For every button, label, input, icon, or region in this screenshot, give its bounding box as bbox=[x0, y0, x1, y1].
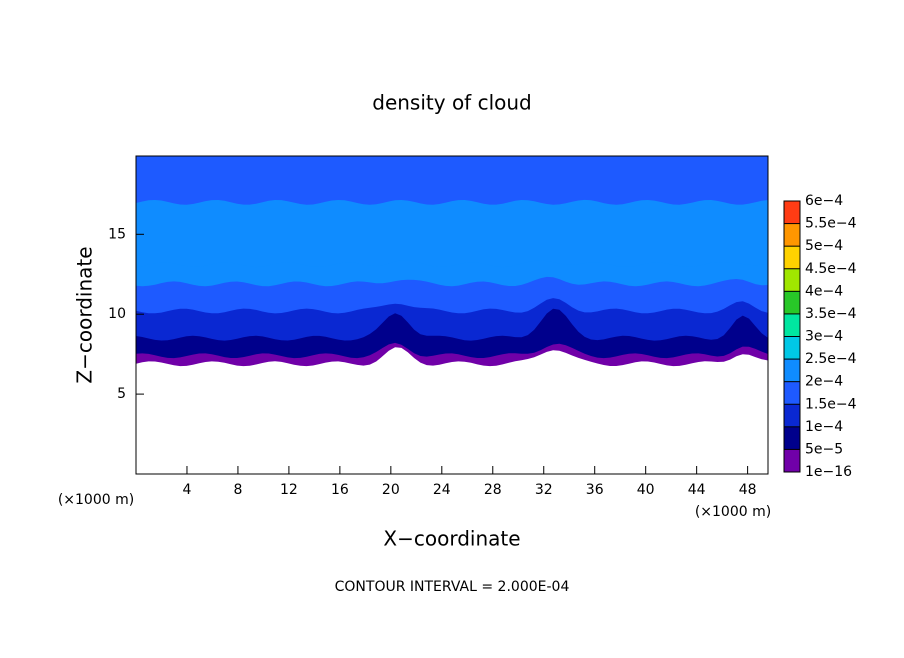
colorbar-swatch bbox=[784, 404, 800, 427]
colorbar-swatch bbox=[784, 381, 800, 405]
y-tick-label: 15 bbox=[108, 226, 126, 242]
colorbar-label: 3e−4 bbox=[805, 329, 843, 345]
y-axis-label: Z−coordinate bbox=[73, 246, 97, 383]
contour-note: CONTOUR INTERVAL = 2.000E-04 bbox=[335, 579, 570, 595]
y-unit: (×1000 m) bbox=[58, 492, 134, 508]
x-unit: (×1000 m) bbox=[695, 504, 771, 520]
chart-title: density of cloud bbox=[372, 91, 531, 115]
colorbar-label: 4.5e−4 bbox=[805, 261, 857, 277]
x-axis-label: X−coordinate bbox=[383, 527, 520, 551]
x-tick-label: 32 bbox=[535, 482, 553, 498]
colorbar-label: 3.5e−4 bbox=[805, 306, 857, 322]
plot-frame bbox=[135, 155, 769, 475]
colorbar-label: 5e−4 bbox=[805, 238, 843, 254]
x-tick-label: 12 bbox=[280, 482, 298, 498]
y-tick-label: 10 bbox=[108, 306, 126, 322]
x-tick-label: 24 bbox=[433, 482, 451, 498]
colorbar-swatch bbox=[784, 359, 800, 382]
x-tick-label: 4 bbox=[183, 482, 192, 498]
colorbar-swatch bbox=[784, 336, 800, 360]
colorbar-swatch bbox=[784, 246, 800, 269]
colorbar-swatch bbox=[784, 449, 800, 472]
colorbar-label: 5.5e−4 bbox=[805, 216, 857, 232]
x-tick-label: 36 bbox=[586, 482, 604, 498]
colorbar-swatch bbox=[784, 313, 800, 337]
x-tick-label: 40 bbox=[637, 482, 655, 498]
colorbar-label: 1.5e−4 bbox=[805, 396, 857, 412]
contour-band bbox=[136, 156, 768, 205]
x-tick-label: 20 bbox=[382, 482, 400, 498]
colorbar-label: 2e−4 bbox=[805, 374, 843, 390]
colorbar-label: 4e−4 bbox=[805, 283, 843, 299]
colorbar-label: 1e−4 bbox=[805, 419, 843, 435]
y-tick-label: 5 bbox=[117, 386, 126, 402]
x-tick-label: 48 bbox=[739, 482, 757, 498]
colorbar-swatch bbox=[784, 291, 800, 314]
colorbar-label: 2.5e−4 bbox=[805, 351, 857, 367]
colorbar-swatch bbox=[784, 268, 800, 292]
x-tick-label: 44 bbox=[688, 482, 706, 498]
colorbar-swatch bbox=[784, 201, 800, 224]
colorbar-label: 5e−5 bbox=[805, 441, 843, 457]
colorbar-label: 1e−16 bbox=[805, 464, 852, 480]
x-tick-label: 8 bbox=[233, 482, 242, 498]
colorbar-label: 6e−4 bbox=[805, 193, 843, 209]
x-tick-label: 16 bbox=[331, 482, 349, 498]
x-tick-label: 28 bbox=[484, 482, 502, 498]
colorbar-swatch bbox=[784, 223, 800, 247]
colorbar-swatch bbox=[784, 426, 800, 450]
